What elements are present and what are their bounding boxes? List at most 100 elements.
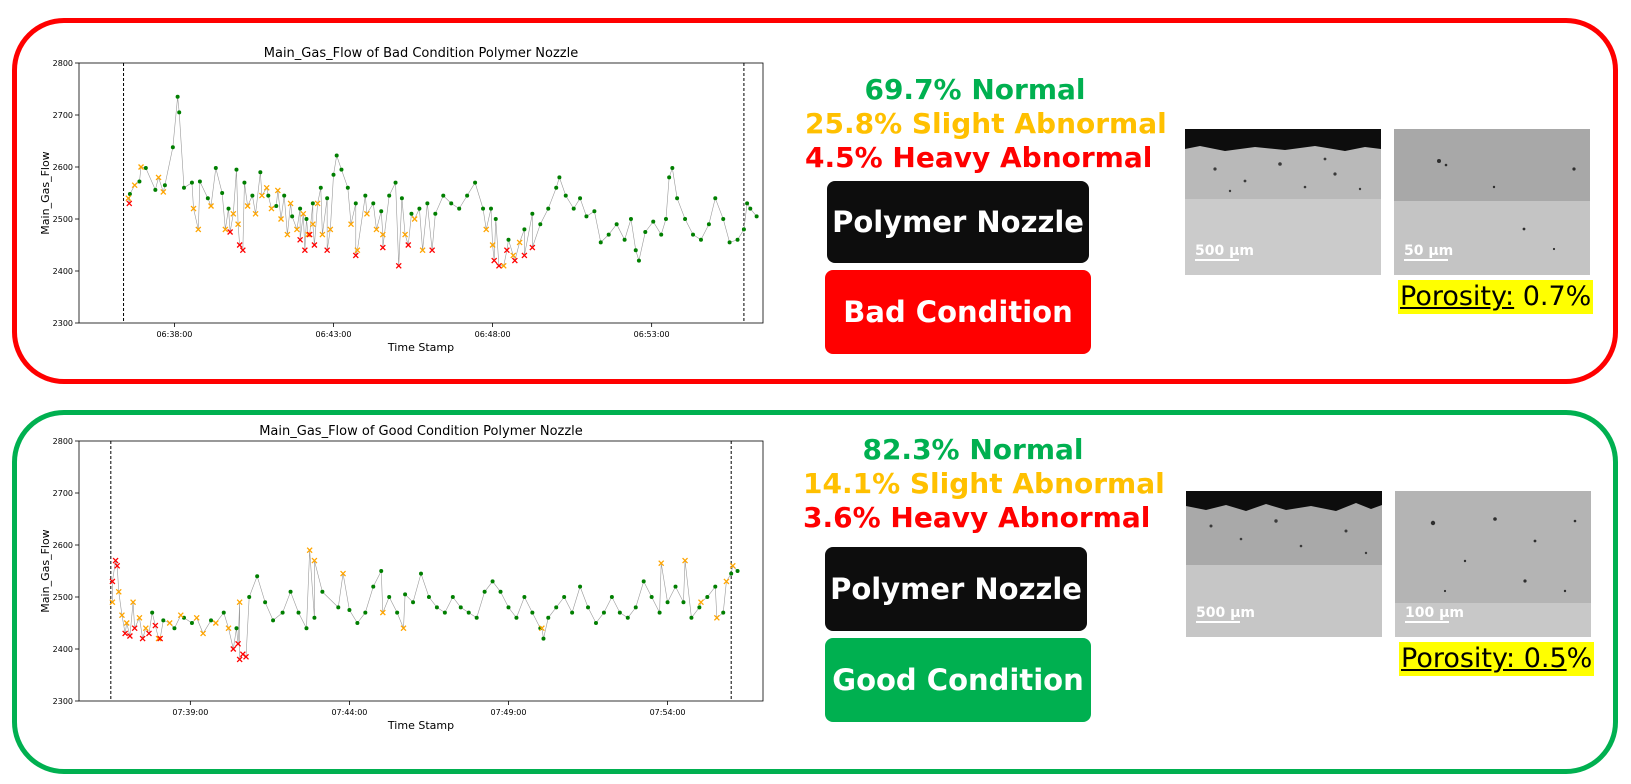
condition-button[interactable]: Good Condition [825,638,1091,722]
data-point-normal [601,610,606,615]
data-point-normal [234,626,239,631]
data-point-normal [606,232,611,237]
marker-stroke [429,247,436,254]
micrograph-cross-section: 500 µm [1185,129,1381,275]
data-point-heavy-abnormal [109,578,116,585]
data-point-slight-abnormal [411,216,418,222]
data-point-normal [150,610,155,615]
marker-stroke [236,242,243,248]
marker-stroke [155,174,162,181]
condition-button[interactable]: Bad Condition [825,270,1091,354]
data-point-normal [541,636,546,641]
y-tick-label: 2500 [53,593,73,602]
data-point-normal [493,217,498,221]
marker-stroke [500,262,507,269]
x-tick-label: 06:53:00 [634,330,670,339]
marker-stroke [225,625,232,632]
data-point-normal [347,608,352,612]
data-point-slight-abnormal [155,635,162,642]
data-point-normal [399,196,404,201]
data-point-heavy-abnormal [529,244,536,251]
nozzle-type-button[interactable]: Polymer Nozzle [827,181,1089,263]
data-point-normal [274,204,279,208]
marker-stroke [136,614,143,621]
data-point-slight-abnormal [284,231,291,238]
data-point-normal [683,217,688,221]
data-point-normal [449,201,454,206]
data-point-normal [530,610,535,615]
y-tick-label: 2500 [53,215,73,224]
data-point-normal [280,610,285,615]
data-point-normal [417,206,422,211]
data-point-heavy-abnormal [324,247,331,254]
marker-stroke [348,221,354,228]
y-tick-label: 2600 [53,163,73,172]
marker-stroke [252,210,259,217]
data-point-normal [425,201,430,206]
marker-stroke [125,195,132,202]
data-point-normal [651,219,656,224]
data-point-normal [434,605,439,610]
data-point-slight-abnormal [200,630,207,637]
data-point-normal [617,610,622,615]
marker-stroke [138,164,144,170]
marker-stroke [511,257,518,264]
data-point-normal [636,258,641,263]
series-trace-line [128,96,757,267]
scale-label: 50 µm [1404,243,1454,259]
scale-label: 100 µm [1405,605,1464,621]
data-point-slight-abnormal [125,195,132,202]
data-point-slight-abnormal [235,221,242,228]
data-point-normal [614,222,619,227]
data-point-slight-abnormal [193,614,200,621]
data-point-normal [298,206,303,211]
data-point-normal [570,610,575,615]
data-point-slight-abnormal [252,210,259,217]
nozzle-type-button[interactable]: Polymer Nozzle [825,547,1087,631]
data-point-normal [474,615,479,620]
data-point-normal [546,615,551,620]
y-axis-label: Main_Gas_Flow [39,151,52,234]
marker-stroke [142,625,149,632]
data-point-slight-abnormal [400,625,407,632]
marker-stroke [208,203,214,209]
scale-bar [1404,259,1448,261]
data-point-slight-abnormal [658,560,665,567]
marker-stroke [236,656,243,663]
series-trace-line [112,550,738,661]
data-point-slight-abnormal [373,226,380,233]
data-point-normal [442,610,447,615]
data-point-slight-abnormal [115,588,122,595]
marker-stroke [306,547,313,554]
data-point-heavy-abnormal [227,229,234,235]
data-point-heavy-abnormal [126,633,133,639]
data-point-normal [161,618,166,623]
data-point-slight-abnormal [538,625,545,632]
stat-heavy-abnormal: 3.6% Heavy Abnormal [803,501,1151,534]
data-point-normal [481,206,486,211]
porosity-label: Porosity: 0.5 [1401,643,1567,674]
data-point-normal [578,584,583,589]
data-point-normal [514,615,519,620]
data-point-heavy-abnormal [131,625,138,632]
y-axis-label: Main_Gas_Flow [39,529,52,612]
data-point-normal [633,605,638,610]
data-point-normal [628,217,633,221]
data-point-normal [263,600,268,605]
marker-stroke [258,192,265,199]
data-point-normal [258,170,263,175]
data-point-normal [403,592,408,597]
marker-stroke [114,562,121,569]
data-point-normal [593,621,598,625]
data-point-heavy-abnormal [511,257,518,264]
data-point-normal [345,185,350,190]
marker-stroke [195,226,202,233]
x-axis-label: Time Stamp [387,341,454,354]
marker-stroke [516,239,523,246]
data-point-heavy-abnormal [301,247,308,254]
data-point-normal [729,571,734,576]
data-point-normal [175,94,180,99]
data-point-slight-abnormal [327,226,334,233]
data-point-normal [387,193,392,198]
data-point-normal [670,166,675,171]
